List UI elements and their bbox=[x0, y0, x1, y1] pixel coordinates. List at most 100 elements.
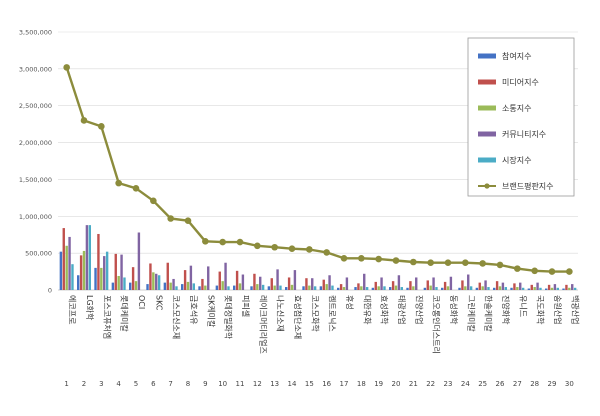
bar-2-14 bbox=[287, 277, 291, 290]
x-rank-number-19: 19 bbox=[374, 380, 383, 388]
x-rank-number-29: 29 bbox=[548, 380, 557, 388]
brand-index-point-20 bbox=[392, 257, 400, 264]
bar-1-1 bbox=[59, 251, 63, 290]
bar-3-18 bbox=[360, 286, 363, 290]
bar-3-10 bbox=[221, 281, 224, 290]
bar-2-12 bbox=[253, 273, 256, 290]
bar-3-23 bbox=[446, 286, 450, 290]
bar-3-17 bbox=[342, 287, 346, 290]
bar-3-27 bbox=[516, 287, 519, 290]
x-category-label-20: 태광산업 bbox=[397, 295, 407, 324]
x-rank-number-16: 16 bbox=[322, 380, 331, 388]
bar-5-26 bbox=[504, 287, 507, 290]
bar-3-2 bbox=[82, 250, 86, 290]
bar-3-24 bbox=[464, 286, 467, 290]
brand-index-point-28 bbox=[531, 267, 538, 275]
x-category-label-6: SKC bbox=[154, 295, 163, 311]
x-category-label-15: 코스모화학 bbox=[310, 295, 320, 332]
bar-2-24 bbox=[461, 280, 464, 290]
brand-index-point-27 bbox=[514, 265, 521, 272]
bar-4-18 bbox=[363, 273, 366, 290]
x-category-label-22: 코오롱인더스트리 bbox=[432, 295, 442, 354]
brand-index-point-22 bbox=[427, 259, 434, 267]
bar-3-7 bbox=[169, 282, 172, 290]
x-rank-number-14: 14 bbox=[288, 380, 297, 388]
legend-label-5: 시장지수 bbox=[502, 155, 531, 165]
bar-2-29 bbox=[547, 284, 551, 290]
bar-2-15 bbox=[305, 278, 308, 290]
bar-1-3 bbox=[94, 267, 97, 290]
bar-1-7 bbox=[163, 282, 167, 290]
bar-4-21 bbox=[415, 277, 418, 290]
bar-2-27 bbox=[513, 283, 516, 290]
y-tick-label: 2,000,000 bbox=[19, 139, 52, 147]
x-rank-number-20: 20 bbox=[392, 380, 401, 388]
bar-1-19 bbox=[371, 287, 375, 290]
bar-1-30 bbox=[562, 288, 565, 290]
x-rank-number-25: 25 bbox=[478, 380, 487, 388]
bar-3-21 bbox=[412, 286, 415, 290]
y-axis: 0 500,000 1,000,000 1,500,000 2,000,000 2,500… bbox=[19, 29, 578, 295]
legend-swatch-4 bbox=[478, 131, 496, 137]
legend-label-6: 브랜드평판지수 bbox=[502, 181, 554, 191]
bar-4-11 bbox=[241, 274, 245, 290]
bar-1-26 bbox=[493, 287, 496, 290]
chart-gridlines bbox=[58, 31, 578, 254]
bar-4-25 bbox=[484, 280, 487, 290]
bar-2-16 bbox=[322, 279, 325, 290]
bar-4-9 bbox=[207, 266, 210, 290]
bar-5-19 bbox=[383, 286, 386, 290]
bar-1-11 bbox=[233, 285, 236, 290]
x-rank-number-28: 28 bbox=[530, 380, 539, 388]
bar-1-27 bbox=[510, 287, 513, 290]
x-category-label-8: 금호석유 bbox=[189, 295, 199, 324]
x-rank-number-4: 4 bbox=[116, 380, 121, 388]
bar-2-18 bbox=[357, 283, 360, 290]
bar-2-19 bbox=[374, 281, 377, 290]
bar-3-8 bbox=[186, 281, 190, 290]
brand-index-point-16 bbox=[323, 249, 330, 256]
bar-4-28 bbox=[536, 282, 539, 290]
bar-4-14 bbox=[293, 270, 297, 290]
x-rank-number-21: 21 bbox=[409, 380, 418, 388]
brand-index-point-23 bbox=[444, 259, 452, 267]
bar-3-12 bbox=[256, 284, 259, 290]
bar-4-2 bbox=[85, 225, 89, 290]
bar-5-13 bbox=[279, 285, 282, 290]
x-category-label-13: 나노신소재 bbox=[276, 295, 285, 332]
bar-2-26 bbox=[495, 281, 499, 290]
bar-1-24 bbox=[458, 287, 461, 290]
brand-index-point-21 bbox=[410, 258, 417, 266]
x-rank-number-24: 24 bbox=[461, 380, 470, 388]
bar-3-22 bbox=[429, 285, 432, 290]
bar-3-26 bbox=[498, 286, 502, 290]
bar-2-5 bbox=[131, 267, 135, 290]
brand-index-point-25 bbox=[479, 260, 486, 267]
brand-index-point-6 bbox=[150, 197, 157, 205]
x-rank-number-13: 13 bbox=[270, 380, 279, 388]
bar-1-10 bbox=[215, 285, 219, 290]
legend-label-2: 미디어지수 bbox=[502, 77, 539, 87]
x-category-label-26: 진양화학 bbox=[501, 295, 511, 325]
legend-swatch-3 bbox=[478, 105, 496, 111]
bar-5-30 bbox=[573, 287, 577, 290]
bar-1-12 bbox=[250, 286, 253, 290]
bar-1-2 bbox=[77, 275, 80, 290]
bar-2-11 bbox=[235, 270, 239, 290]
bar-3-29 bbox=[550, 287, 554, 290]
bar-1-20 bbox=[389, 287, 392, 290]
bar-2-4 bbox=[114, 253, 117, 290]
bar-2-17 bbox=[339, 284, 343, 290]
bar-3-28 bbox=[533, 287, 536, 290]
brand-index-line bbox=[63, 64, 573, 275]
bar-3-14 bbox=[290, 284, 294, 290]
bar-1-28 bbox=[527, 288, 531, 290]
x-rank-number-3: 3 bbox=[99, 380, 103, 388]
bar-4-7 bbox=[172, 278, 175, 290]
bar-3-1 bbox=[65, 245, 68, 290]
bar-5-12 bbox=[261, 284, 265, 290]
bar-5-7 bbox=[175, 286, 178, 290]
bar-5-28 bbox=[539, 287, 542, 290]
bar-2-23 bbox=[443, 281, 447, 290]
